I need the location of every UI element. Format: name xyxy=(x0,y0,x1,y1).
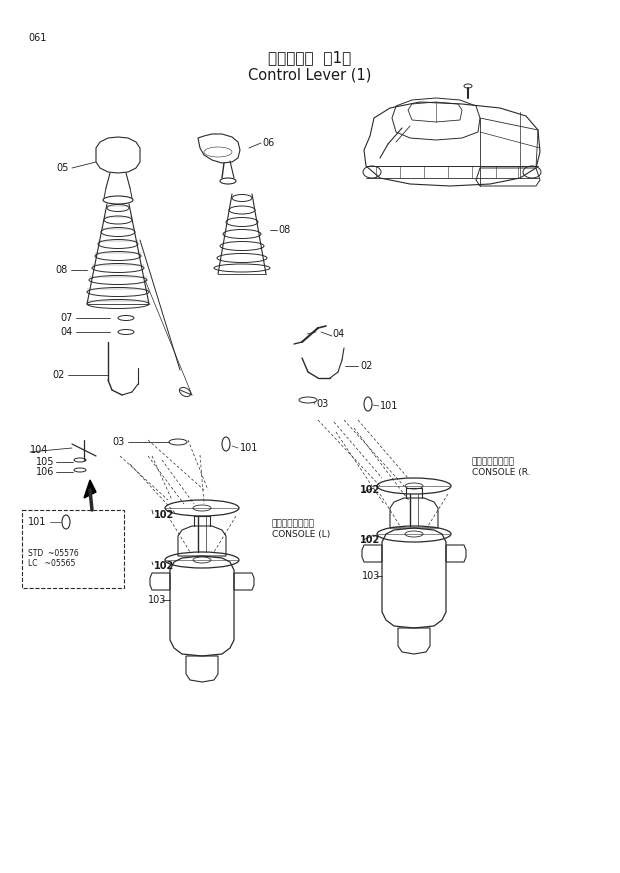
Text: コンソール（右）: コンソール（右） xyxy=(472,457,515,466)
Text: 08: 08 xyxy=(55,265,67,275)
Text: 101: 101 xyxy=(380,401,399,411)
Text: 103: 103 xyxy=(362,571,381,581)
Text: CONSOLE (R.: CONSOLE (R. xyxy=(472,468,531,477)
Polygon shape xyxy=(84,480,96,498)
Text: 102: 102 xyxy=(154,510,174,520)
Text: 04: 04 xyxy=(332,329,344,339)
Text: 操作レバー  （1）: 操作レバー （1） xyxy=(268,51,352,65)
Text: 03: 03 xyxy=(316,399,328,409)
Text: 06: 06 xyxy=(262,138,274,148)
Text: 102: 102 xyxy=(360,535,380,545)
Text: 061: 061 xyxy=(28,33,46,43)
Text: 07: 07 xyxy=(60,313,73,323)
Text: 102: 102 xyxy=(154,561,174,571)
Text: LC   ~05565: LC ~05565 xyxy=(28,560,76,568)
Text: 08: 08 xyxy=(278,225,290,235)
Text: 101: 101 xyxy=(240,443,259,453)
Text: CONSOLE (L): CONSOLE (L) xyxy=(272,530,330,539)
Text: 106: 106 xyxy=(36,467,55,477)
Text: 101: 101 xyxy=(28,517,46,527)
Text: 02: 02 xyxy=(52,370,64,380)
Text: 102: 102 xyxy=(360,485,380,495)
Text: 103: 103 xyxy=(148,595,166,605)
Text: 104: 104 xyxy=(30,445,48,455)
Text: コンソール（左）: コンソール（左） xyxy=(272,519,315,528)
Text: 02: 02 xyxy=(360,361,373,371)
Text: STD  ~05576: STD ~05576 xyxy=(28,549,79,559)
Text: 105: 105 xyxy=(36,457,55,467)
Text: Control Lever (1): Control Lever (1) xyxy=(249,67,371,83)
Text: 03: 03 xyxy=(112,437,124,447)
Text: 04: 04 xyxy=(60,327,73,337)
Text: 05: 05 xyxy=(56,163,68,173)
